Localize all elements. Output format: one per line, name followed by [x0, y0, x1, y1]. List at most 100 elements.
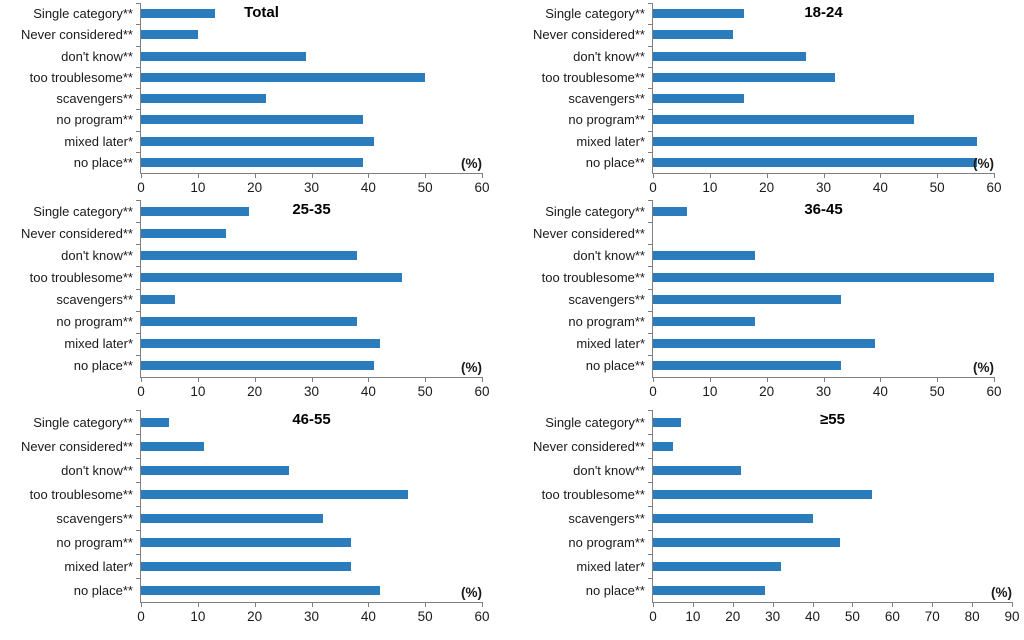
- x-axis-tick-label: 60: [474, 609, 490, 624]
- y-axis-tick: [648, 530, 653, 531]
- panel-title: ≥55: [820, 411, 845, 428]
- y-axis-tick: [136, 24, 141, 26]
- x-axis-tick: [932, 602, 934, 607]
- bar: [141, 465, 289, 475]
- bar-row: [141, 311, 482, 333]
- x-axis-tick: [766, 173, 768, 178]
- bar: [141, 417, 170, 427]
- bar: [141, 317, 357, 327]
- x-axis-tick-label: 40: [360, 609, 376, 624]
- x-axis-tick-label: 30: [815, 384, 832, 399]
- y-axis-tick: [648, 578, 653, 579]
- bar: [653, 9, 744, 19]
- y-axis-tick: [648, 434, 653, 435]
- category-label: Never considered**: [20, 438, 133, 454]
- x-axis-tick: [823, 377, 825, 382]
- bar-row: [653, 222, 994, 244]
- category-label: Never considered**: [20, 225, 133, 241]
- bar: [653, 272, 994, 282]
- plot-area: 46-55 0 10 20 30 40 50 60 (%): [136, 410, 490, 624]
- y-axis-tick: [648, 88, 653, 89]
- bar-row: [653, 311, 994, 333]
- bar: [653, 206, 688, 216]
- x-axis-tick: [994, 377, 995, 382]
- x-axis-tick: [368, 173, 370, 178]
- x-axis-tick-label: 0: [137, 384, 145, 399]
- bar: [653, 513, 813, 523]
- category-label: no place**: [585, 582, 645, 598]
- x-axis-tick-label: 10: [702, 384, 718, 399]
- bar: [141, 489, 409, 499]
- category-label: too troublesome**: [29, 486, 133, 502]
- category-label: Single category**: [33, 6, 133, 22]
- x-axis-tick: [892, 602, 894, 607]
- bar-row: [653, 244, 994, 266]
- x-axis-tick-label: 60: [986, 384, 1002, 399]
- bar: [653, 417, 681, 427]
- x-axis-tick: [254, 377, 256, 382]
- bar-row: [653, 266, 994, 288]
- x-axis-tick-label: 40: [872, 384, 888, 399]
- plot-area: 25-35 0 10 20 30 40 50 60 (%): [136, 200, 490, 399]
- panel-title: 46-55: [292, 411, 331, 428]
- bar-row: [653, 289, 994, 311]
- bar-row: [141, 200, 482, 222]
- bar-row: [653, 152, 994, 173]
- category-axis: Single category** Never considered** don't…: [512, 410, 652, 602]
- x-axis-tick: [812, 602, 814, 607]
- y-axis-tick: [136, 66, 141, 68]
- x-axis-tick-label: 40: [360, 384, 376, 399]
- bar-row: [141, 244, 482, 266]
- category-label: no place**: [585, 358, 645, 374]
- plot-area: 36-45 0 10 20 30 40 50 60 (%): [648, 200, 1002, 399]
- panel-body: Single category** Never considered** don't…: [0, 200, 512, 399]
- category-label: too troublesome**: [541, 69, 645, 85]
- x-axis-tick: [425, 173, 427, 178]
- category-label: too troublesome**: [29, 269, 133, 285]
- x-axis-tick: [766, 377, 768, 382]
- x-axis-tick: [141, 377, 142, 382]
- bar: [141, 561, 352, 571]
- x-axis-tick: [709, 377, 711, 382]
- x-axis-tick-label: 20: [725, 609, 741, 624]
- x-axis-tick-label: 10: [685, 609, 701, 624]
- category-label: no program**: [56, 534, 133, 550]
- category-label: no program**: [56, 314, 133, 330]
- category-label: no place**: [73, 154, 133, 170]
- bar: [141, 295, 176, 305]
- x-axis-tick-label: 10: [702, 180, 718, 195]
- bar-row: [653, 333, 994, 355]
- y-axis-tick: [648, 266, 653, 268]
- y-axis-tick: [136, 506, 141, 507]
- chart-panel-25-35: Single category** Never considered** don't…: [0, 197, 512, 407]
- bar: [141, 339, 380, 349]
- chart-panel-total: Single category** Never considered** don't…: [0, 0, 512, 197]
- x-axis-tick: [1012, 602, 1013, 607]
- category-label: too troublesome**: [541, 486, 645, 502]
- x-axis-tick: [254, 173, 256, 178]
- bar: [141, 441, 204, 451]
- bar: [141, 94, 267, 104]
- x-axis-tick-label: 50: [417, 609, 433, 624]
- category-label: don't know**: [61, 48, 133, 64]
- category-label: Never considered**: [532, 225, 645, 241]
- category-label: scavengers**: [568, 91, 645, 107]
- panel-title: 25-35: [292, 201, 331, 218]
- category-label: scavengers**: [568, 510, 645, 526]
- y-axis-tick: [136, 530, 141, 531]
- x-axis-tick: [880, 173, 882, 178]
- x-axis-tick-label: 50: [929, 384, 945, 399]
- x-axis-tick: [482, 602, 483, 607]
- bar-row: [653, 458, 1012, 482]
- y-axis-tick: [136, 434, 141, 435]
- panel-title: 36-45: [804, 201, 843, 218]
- category-label: Single category**: [33, 203, 133, 219]
- bar-row: [141, 578, 482, 602]
- category-label: mixed later*: [576, 336, 645, 352]
- y-axis-tick: [136, 332, 141, 334]
- bar: [141, 206, 249, 216]
- x-axis-tick: [197, 602, 199, 607]
- y-axis-tick: [136, 354, 141, 356]
- x-axis-tick: [880, 377, 882, 382]
- panel-body: Single category** Never considered** don't…: [512, 410, 1024, 624]
